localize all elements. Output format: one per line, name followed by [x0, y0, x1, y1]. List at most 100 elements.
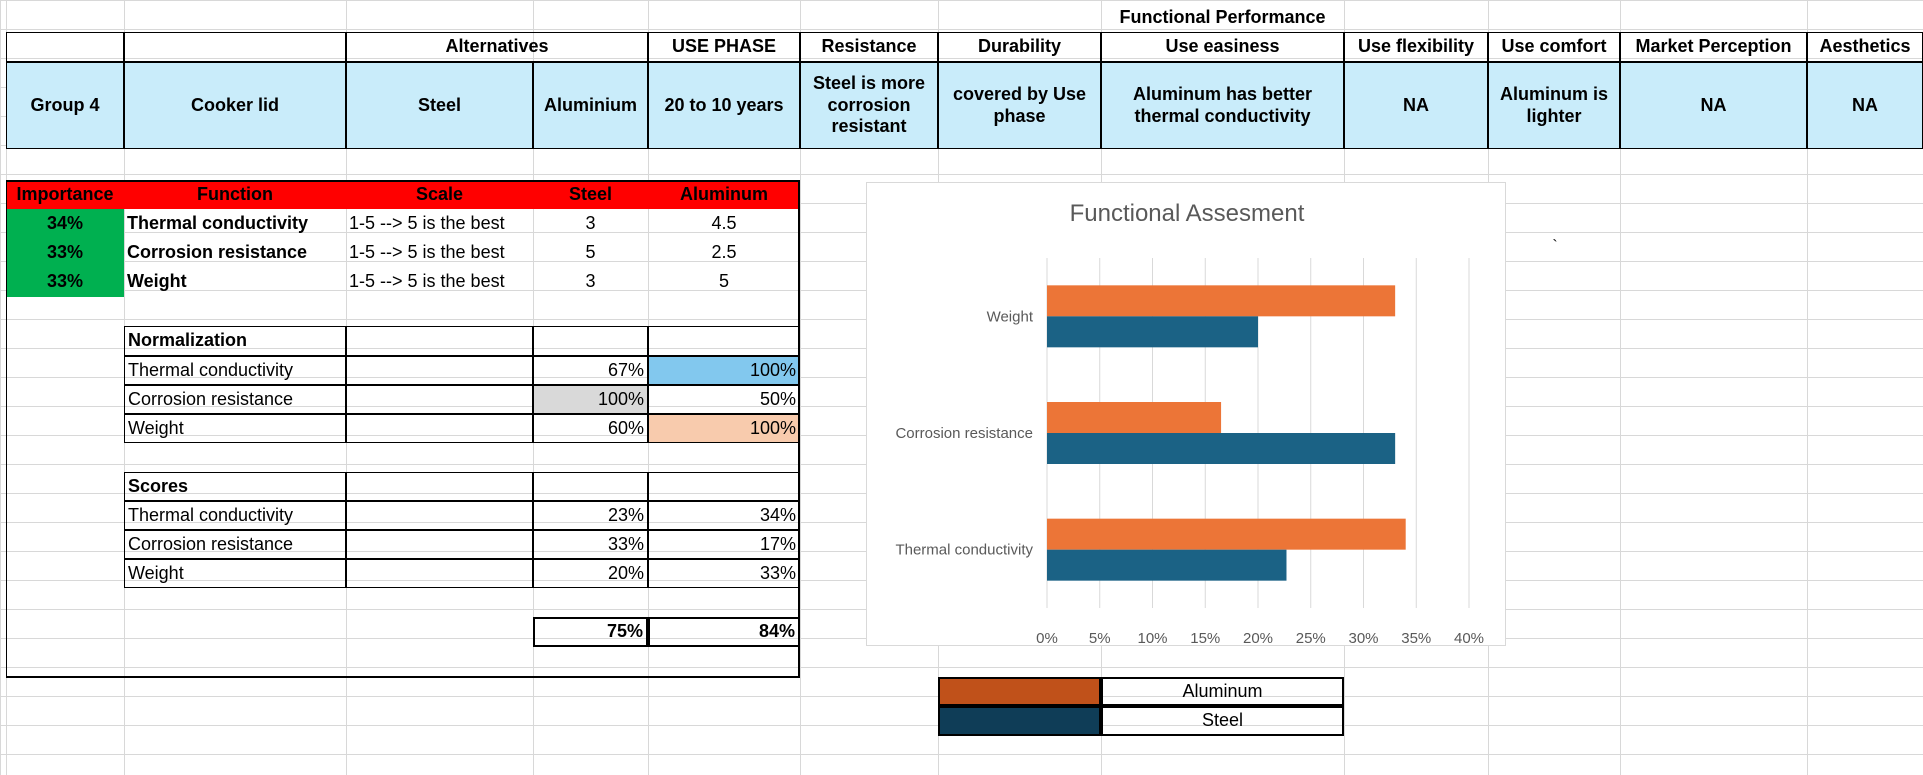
use-flexibility-header[interactable]: Use flexibility	[1344, 32, 1488, 62]
x-tick-label: 0%	[1036, 630, 1058, 647]
empty-cell[interactable]	[346, 326, 533, 356]
use-comfort-cell[interactable]: Aluminum is lighter	[1488, 62, 1620, 149]
score-aluminum[interactable]: 33%	[648, 559, 800, 588]
use-phase-header[interactable]: USE PHASE	[648, 32, 800, 62]
market-perception-header[interactable]: Market Perception	[1620, 32, 1807, 62]
aluminum-rating-cell[interactable]: 5	[718, 271, 729, 292]
normalization-aluminum[interactable]: 50%	[648, 385, 800, 414]
scale-cell[interactable]: 1-5 --> 5 is the best	[349, 271, 505, 292]
category-label: Weight	[987, 308, 1034, 325]
x-tick-label: 40%	[1454, 630, 1484, 647]
use-phase-cell[interactable]: 20 to 10 years	[648, 62, 800, 149]
x-tick-label: 5%	[1089, 630, 1111, 647]
steel-legend-label[interactable]: Steel	[1101, 706, 1344, 736]
border-line	[798, 180, 800, 678]
chart-svg: Functional Assesment 0% 5% 10% 15% 20% 25% 30% 3…	[895, 200, 1484, 647]
resistance-cell[interactable]: Steel is more corrosion resistant	[800, 62, 938, 149]
x-tick-label: 25%	[1296, 630, 1326, 647]
functional-assessment-chart[interactable]: Functional Assesment 0% 5% 10% 15% 20% 25% 30% 3…	[866, 182, 1506, 647]
alternative-aluminium-cell[interactable]: Aluminium	[533, 62, 648, 149]
resistance-header[interactable]: Resistance	[800, 32, 938, 62]
score-steel[interactable]: 23%	[533, 501, 648, 530]
score-label[interactable]: Corrosion resistance	[124, 530, 346, 559]
use-easiness-header[interactable]: Use easiness	[1101, 32, 1344, 62]
product-cell[interactable]: Cooker lid	[124, 62, 346, 149]
scores-title[interactable]: Scores	[124, 472, 346, 501]
empty-cell[interactable]	[346, 501, 533, 530]
aluminum-rating-cell[interactable]: 2.5	[711, 241, 737, 262]
empty-cell[interactable]	[346, 472, 533, 501]
normalization-steel[interactable]: 100%	[533, 385, 648, 414]
aluminum-legend-label[interactable]: Aluminum	[1101, 677, 1344, 706]
importance-cell[interactable]: 33%	[6, 267, 124, 297]
empty-cell[interactable]	[648, 326, 800, 356]
empty-cell[interactable]	[346, 356, 533, 385]
score-aluminum[interactable]: 34%	[648, 501, 800, 530]
function-cell[interactable]: Weight	[127, 271, 187, 292]
aesthetics-cell[interactable]: NA	[1807, 62, 1923, 149]
bar-steel	[1047, 433, 1396, 464]
score-steel[interactable]: 20%	[533, 559, 648, 588]
border-line	[6, 180, 800, 182]
normalization-steel[interactable]: 67%	[533, 356, 648, 385]
score-steel[interactable]: 33%	[533, 530, 648, 559]
importance-header[interactable]: Importance	[6, 181, 124, 209]
bar-aluminum	[1047, 402, 1222, 433]
steel-rating-cell[interactable]: 3	[585, 212, 596, 233]
importance-cell[interactable]: 34%	[6, 209, 124, 238]
category-label: Thermal conductivity	[895, 542, 1033, 559]
aluminum-rating-cell[interactable]: 4.5	[711, 212, 737, 233]
total-steel[interactable]: 75%	[533, 617, 648, 647]
normalization-label[interactable]: Corrosion resistance	[124, 385, 346, 414]
category-label: Corrosion resistance	[895, 425, 1033, 442]
total-aluminum[interactable]: 84%	[648, 617, 800, 647]
group-cell[interactable]: Group 4	[6, 62, 124, 149]
empty-header-cell[interactable]	[124, 32, 346, 62]
empty-header-cell[interactable]	[6, 32, 124, 62]
alternatives-header[interactable]: Alternatives	[346, 32, 648, 62]
functional-performance-header[interactable]: Functional Performance	[1119, 6, 1326, 27]
score-aluminum[interactable]: 17%	[648, 530, 800, 559]
normalization-aluminum[interactable]: 100%	[648, 414, 800, 443]
steel-header[interactable]: Steel	[533, 181, 648, 209]
normalization-label[interactable]: Thermal conductivity	[124, 356, 346, 385]
score-label[interactable]: Weight	[124, 559, 346, 588]
border-line	[6, 180, 7, 678]
durability-header[interactable]: Durability	[938, 32, 1101, 62]
grid-line	[1807, 0, 1808, 775]
x-tick-label: 30%	[1348, 630, 1378, 647]
x-tick-label: 10%	[1137, 630, 1167, 647]
steel-rating-cell[interactable]: 3	[585, 271, 596, 292]
function-cell[interactable]: Thermal conductivity	[127, 212, 309, 233]
normalization-label[interactable]: Weight	[124, 414, 346, 443]
market-perception-cell[interactable]: NA	[1620, 62, 1807, 149]
use-flexibility-cell[interactable]: NA	[1344, 62, 1488, 149]
empty-cell[interactable]	[648, 472, 800, 501]
aesthetics-header[interactable]: Aesthetics	[1807, 32, 1923, 62]
empty-cell[interactable]	[533, 326, 648, 356]
function-cell[interactable]: Corrosion resistance	[127, 241, 308, 262]
scale-cell[interactable]: 1-5 --> 5 is the best	[349, 212, 505, 233]
normalization-aluminum[interactable]: 100%	[648, 356, 800, 385]
function-header[interactable]: Function	[124, 181, 346, 209]
importance-cell[interactable]: 33%	[6, 238, 124, 267]
normalization-steel[interactable]: 60%	[533, 414, 648, 443]
durability-cell[interactable]: covered by Use phase	[938, 62, 1101, 149]
score-label[interactable]: Thermal conductivity	[124, 501, 346, 530]
normalization-title[interactable]: Normalization	[124, 326, 346, 356]
alternative-steel-cell[interactable]: Steel	[346, 62, 533, 149]
empty-cell[interactable]	[346, 530, 533, 559]
empty-cell[interactable]	[346, 414, 533, 443]
use-comfort-header[interactable]: Use comfort	[1488, 32, 1620, 62]
empty-cell[interactable]	[346, 385, 533, 414]
empty-cell[interactable]	[346, 559, 533, 588]
chart-title: Functional Assesment	[1070, 200, 1305, 227]
aluminum-header[interactable]: Aluminum	[648, 181, 800, 209]
steel-rating-cell[interactable]: 5	[585, 241, 596, 262]
empty-cell[interactable]	[533, 472, 648, 501]
aluminum-legend-swatch	[938, 677, 1101, 706]
scale-header[interactable]: Scale	[346, 181, 533, 209]
use-easiness-cell[interactable]: Aluminum has better thermal conductivity	[1101, 62, 1344, 149]
scale-cell[interactable]: 1-5 --> 5 is the best	[349, 241, 505, 262]
